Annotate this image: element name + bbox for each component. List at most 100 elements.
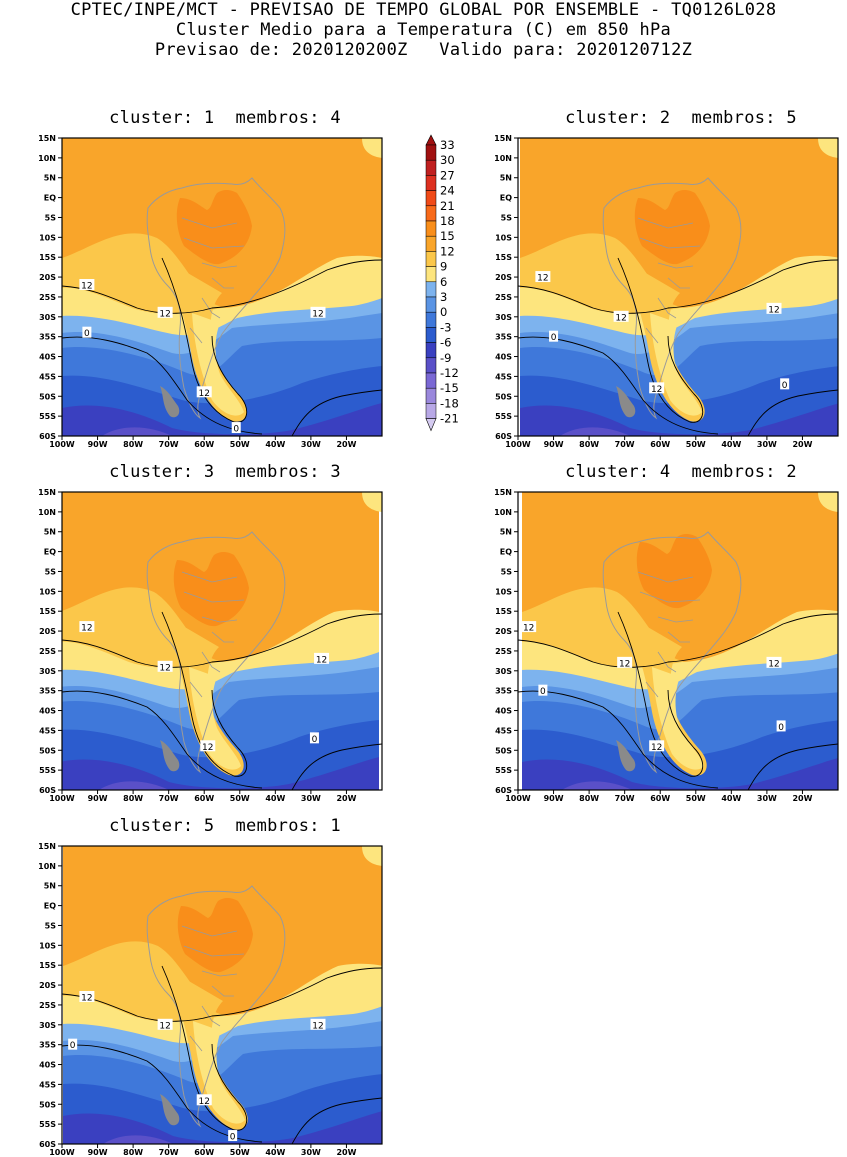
colorbar-swatch — [425, 372, 437, 389]
svg-text:12: 12 — [615, 313, 626, 323]
colorbar-label: 9 — [440, 260, 447, 274]
lon-tick-label: 80W — [123, 440, 143, 449]
svg-text:12: 12 — [312, 1021, 323, 1031]
colorbar-label: 3 — [440, 290, 447, 304]
colorbar-top-arrow — [425, 134, 437, 146]
map-panel-cluster-2: 12 12 12 12 0 0 15N 10N 5N EQ 5S 10S 15S 20S 25S 30S 35S… — [494, 134, 839, 449]
svg-text:12: 12 — [81, 993, 92, 1003]
hot-core-region — [636, 533, 712, 609]
lat-tick-label: 55S — [39, 1120, 56, 1129]
colorbar-label: -12 — [440, 366, 459, 380]
lat-tick-label: 60S — [39, 786, 56, 795]
country-border — [189, 681, 203, 698]
colorbar-label: -6 — [440, 336, 451, 350]
coastline — [602, 531, 742, 774]
warm-tongue — [193, 1021, 245, 1124]
lat-tick-label: 45S — [39, 726, 56, 735]
lat-tick-label: 35S — [39, 1041, 56, 1050]
contour-label: 12 — [79, 621, 95, 634]
contour-label: 12 — [310, 1018, 326, 1031]
contour-0-east — [747, 389, 838, 436]
lat-tick-label: EQ — [500, 194, 512, 203]
colorbar-label: -21 — [440, 412, 459, 426]
lat-tick-label: 20S — [39, 627, 56, 636]
svg-text:12: 12 — [537, 274, 548, 284]
lon-tick-label: 20W — [336, 1148, 356, 1157]
map-svg: 12 12 12 12 0 0 15N 10N 5N EQ 5S 10S 15S 20S 25S 30S 35S… — [38, 134, 383, 449]
lat-tick-label: 40S — [39, 707, 56, 716]
lat-tick-label: 60S — [495, 432, 512, 441]
svg-text:0: 0 — [778, 723, 784, 733]
svg-text:12: 12 — [81, 624, 92, 634]
contour-label: 0 — [538, 684, 548, 697]
lat-tick-label: 40S — [495, 353, 512, 362]
lon-tick-label: 80W — [123, 794, 143, 803]
country-border — [183, 591, 245, 603]
contour-12 — [518, 259, 838, 314]
contour-label: 12 — [79, 279, 95, 292]
lat-tick-label: 40S — [39, 353, 56, 362]
lat-tick-label: 15N — [494, 134, 512, 143]
colorbar-label: 15 — [440, 229, 455, 243]
lon-tick-label: 70W — [159, 440, 179, 449]
temp-band — [99, 781, 169, 790]
country-border — [667, 631, 690, 643]
country-border — [657, 651, 677, 673]
temp-band — [103, 1135, 173, 1144]
svg-text:12: 12 — [312, 309, 323, 319]
warm-spot — [362, 138, 382, 158]
country-border — [657, 297, 677, 319]
lat-tick-label: 20S — [39, 981, 56, 990]
country-border — [181, 925, 238, 937]
lat-tick-label: 10S — [39, 941, 56, 950]
contour-label: 0 — [228, 1130, 238, 1143]
svg-text:0: 0 — [782, 381, 788, 391]
lon-tick-label: 30W — [757, 440, 777, 449]
lat-tick-label: EQ — [44, 548, 56, 557]
lon-tick-label: 30W — [757, 794, 777, 803]
lat-tick-label: 10S — [495, 587, 512, 596]
country-border — [667, 277, 690, 289]
lat-tick-label: 50S — [39, 746, 56, 755]
country-border — [201, 970, 238, 977]
contour-label: 12 — [649, 382, 665, 395]
lat-tick-label: 55S — [39, 766, 56, 775]
contour-12-tongue — [617, 611, 704, 777]
lat-tick-label: 5N — [500, 528, 512, 537]
lat-tick-label: 25S — [39, 293, 56, 302]
lat-tick-label: 10N — [38, 862, 56, 871]
lat-tick-label: 30S — [39, 667, 56, 676]
panel-title: cluster: 5 membros: 1 — [109, 816, 341, 836]
contour-label: 12 — [314, 652, 330, 665]
svg-text:0: 0 — [84, 329, 90, 339]
lat-tick-label: 15S — [39, 607, 56, 616]
map-svg: 12 12 12 12 0 0 15N 10N 5N EQ 5S 10S 15S 20S 25S 30S 35S… — [494, 488, 839, 803]
contour-label: 0 — [68, 1038, 78, 1051]
lon-tick-label: 70W — [159, 1148, 179, 1157]
colorbar-swatch — [425, 144, 437, 161]
southern-islands — [616, 740, 636, 772]
lat-tick-label: 30S — [39, 313, 56, 322]
lat-tick-label: 30S — [495, 667, 512, 676]
lat-tick-label: 10S — [495, 233, 512, 242]
contour-0-east — [291, 389, 382, 436]
coastline — [146, 177, 286, 420]
colorbar-swatch — [425, 190, 437, 207]
contour-label: 12 — [617, 656, 633, 669]
contour-0-east — [291, 743, 382, 790]
lon-tick-label: 80W — [123, 1148, 143, 1157]
lon-tick-label: 100W — [505, 794, 531, 803]
colorbar-label: 27 — [440, 168, 455, 182]
contour-0-east — [747, 743, 838, 790]
lon-tick-label: 60W — [194, 794, 214, 803]
lat-tick-label: 35S — [39, 333, 56, 342]
contour-label: 12 — [766, 656, 782, 669]
temperature-colorbar: 33 30 27 24 21 18 15 12 9 6 3 0 -3 -6 -9 -12 -15 -18 -21 — [422, 133, 472, 445]
contour-label: 12 — [613, 310, 629, 323]
colorbar-label: 0 — [440, 305, 447, 319]
coastline — [602, 177, 742, 420]
svg-text:12: 12 — [523, 624, 534, 634]
country-border — [183, 945, 245, 957]
lat-tick-label: EQ — [500, 548, 512, 557]
contour-12-tongue — [161, 257, 248, 423]
